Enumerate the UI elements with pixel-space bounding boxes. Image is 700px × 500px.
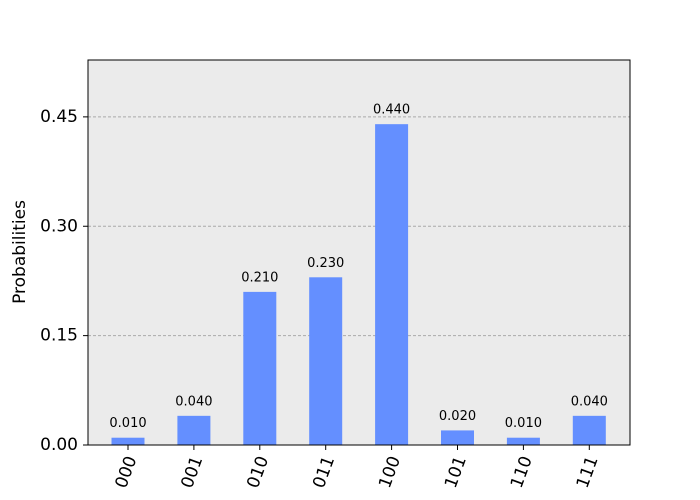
x-tick-label: 110 <box>507 454 537 491</box>
plot-frame <box>87 59 631 446</box>
bar <box>243 291 277 445</box>
value-label: 0.020 <box>439 409 476 424</box>
bar <box>572 415 606 445</box>
bar <box>177 415 211 445</box>
bar <box>375 124 409 446</box>
value-label: 0.040 <box>571 394 608 409</box>
plot-background <box>88 60 630 445</box>
x-tick-label: 111 <box>573 454 603 491</box>
y-axis-label: Probabilities <box>10 200 30 304</box>
x-tick-label: 100 <box>375 454 405 491</box>
y-tick-label: 0.00 <box>40 435 78 455</box>
value-label: 0.010 <box>109 416 146 431</box>
x-tick-label: 010 <box>243 454 273 491</box>
x-tick-label: 000 <box>112 454 142 491</box>
y-tick-label: 0.15 <box>40 326 78 346</box>
bar <box>111 437 145 445</box>
x-tick-label: 101 <box>441 454 471 491</box>
y-tick-label: 0.45 <box>40 107 78 127</box>
bar <box>441 430 474 445</box>
x-tick-label: 011 <box>309 454 339 491</box>
value-label: 0.440 <box>373 103 410 118</box>
y-tick-label: 0.30 <box>40 216 78 236</box>
x-tick-label: 001 <box>177 454 207 491</box>
bar <box>506 437 540 445</box>
value-label: 0.010 <box>505 416 542 431</box>
value-label: 0.040 <box>175 394 212 409</box>
value-label: 0.210 <box>241 270 278 285</box>
bar <box>309 277 343 445</box>
value-label: 0.230 <box>307 256 344 271</box>
